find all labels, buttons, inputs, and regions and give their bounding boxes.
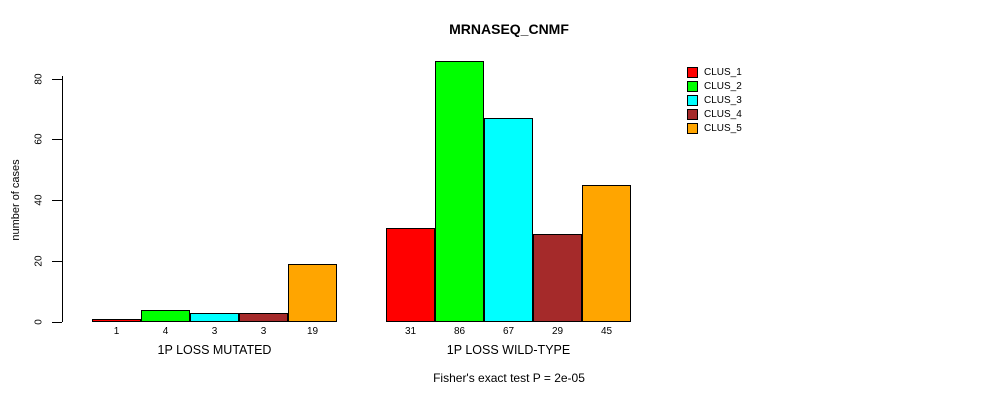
legend-item-clus_5: CLUS_5 <box>687 121 742 135</box>
legend-swatch <box>687 80 698 92</box>
bar-value-label: 4 <box>162 326 169 337</box>
bar-clus_5 <box>288 264 337 322</box>
bar-value-label: 86 <box>453 326 466 337</box>
y-tick-label: 80 <box>33 73 45 85</box>
legend: CLUS_1 CLUS_2 CLUS_3 CLUS_4 CLUS_5 <box>687 65 742 135</box>
legend-item-label: CLUS_1 <box>704 66 742 78</box>
y-axis-line <box>62 76 63 322</box>
legend-item-clus_3: CLUS_3 <box>687 93 742 107</box>
y-tick-mark <box>52 261 62 262</box>
y-tick-mark <box>52 139 62 140</box>
bar-clus_2 <box>435 61 484 322</box>
y-tick-mark <box>52 200 62 201</box>
chart-title: MRNASEQ_CNMF <box>449 21 569 37</box>
legend-swatch <box>687 122 698 134</box>
y-tick-mark <box>52 79 62 80</box>
bar-value-label: 67 <box>502 326 515 337</box>
bar-value-label: 29 <box>551 326 564 337</box>
bar-clus_1 <box>92 319 141 322</box>
bar-value-label: 1 <box>113 326 120 337</box>
bar-clus_4 <box>239 313 288 322</box>
legend-swatch <box>687 108 698 120</box>
bar-value-label: 45 <box>600 326 613 337</box>
legend-item-clus_1: CLUS_1 <box>687 65 742 79</box>
y-tick-label: 60 <box>33 133 45 145</box>
bar-clus_5 <box>582 185 631 322</box>
legend-item-label: CLUS_4 <box>704 108 742 120</box>
legend-item-label: CLUS_3 <box>704 94 742 106</box>
group-label: 1P LOSS WILD-TYPE <box>446 343 571 357</box>
y-axis-label: number of cases <box>10 159 22 241</box>
bar-clus_1 <box>386 228 435 322</box>
y-tick-mark <box>52 322 62 323</box>
legend-swatch <box>687 66 698 78</box>
y-tick-label: 20 <box>33 255 45 267</box>
bar-value-label: 3 <box>260 326 267 337</box>
annotation-text: Fisher's exact test P = 2e-05 <box>433 371 585 385</box>
legend-item-label: CLUS_5 <box>704 122 742 134</box>
bar-value-label: 31 <box>404 326 417 337</box>
y-tick-label: 0 <box>33 319 45 325</box>
legend-swatch <box>687 94 698 106</box>
legend-item-clus_4: CLUS_4 <box>687 107 742 121</box>
bar-value-label: 3 <box>211 326 218 337</box>
group-label: 1P LOSS MUTATED <box>157 343 272 357</box>
legend-item-label: CLUS_2 <box>704 80 742 92</box>
legend-item-clus_2: CLUS_2 <box>687 79 742 93</box>
bar-clus_2 <box>141 310 190 322</box>
bar-clus_4 <box>533 234 582 322</box>
bar-clus_3 <box>190 313 239 322</box>
y-tick-label: 40 <box>33 194 45 206</box>
bar-value-label: 19 <box>306 326 319 337</box>
bar-clus_3 <box>484 118 533 322</box>
